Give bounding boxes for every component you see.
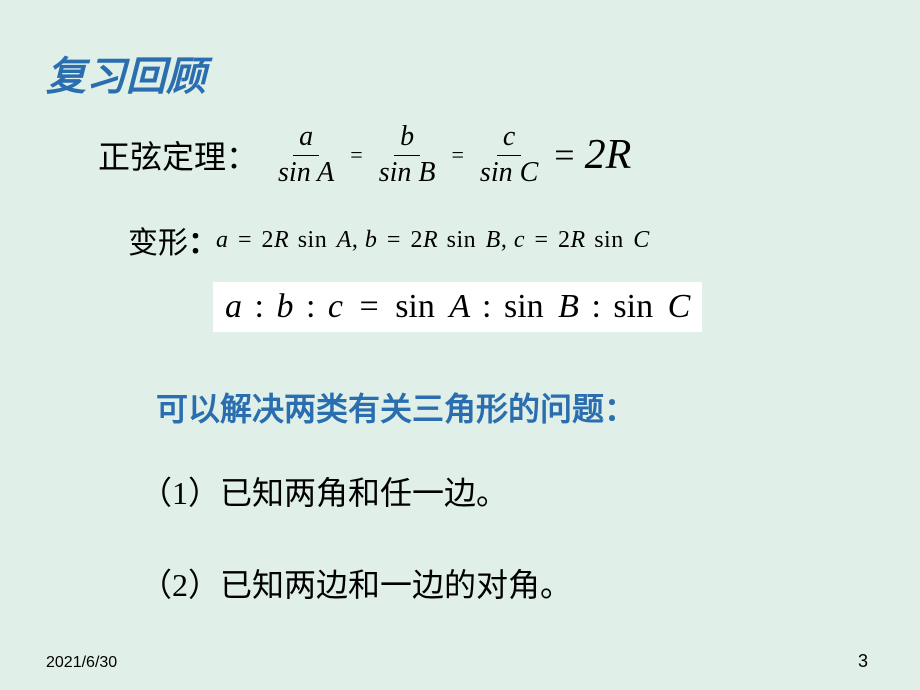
comma2: , bbox=[501, 227, 508, 253]
var-2b: 2 bbox=[410, 227, 423, 253]
ratio-a: a bbox=[225, 288, 242, 325]
variant-row: 变形 ： a = 2R sin A, b = 2R sin B, c = 2R … bbox=[128, 218, 650, 262]
point-2: （2）已知两边和一边的对角。 bbox=[140, 560, 572, 606]
var-2a: 2 bbox=[262, 227, 275, 253]
var-Rc: R bbox=[571, 227, 586, 253]
fraction-c: c sin C bbox=[474, 122, 544, 189]
var-b: b bbox=[365, 227, 378, 253]
var-C: C bbox=[633, 227, 650, 253]
two-r: 2R bbox=[585, 131, 632, 179]
ratio-col3: : bbox=[482, 288, 491, 325]
ratio-col1: : bbox=[255, 288, 264, 325]
var-Ra: R bbox=[274, 227, 289, 253]
var-B: B bbox=[486, 227, 501, 253]
point-1: （1）已知两角和任一边。 bbox=[140, 468, 508, 514]
var-2c: 2 bbox=[558, 227, 571, 253]
ratio-eq: = bbox=[360, 288, 379, 325]
var-sinb: sin bbox=[447, 227, 477, 253]
ratio-A: A bbox=[449, 288, 469, 325]
equals-2: = bbox=[452, 142, 464, 168]
variant-colon: ： bbox=[188, 218, 218, 262]
var-sina: sin bbox=[298, 227, 328, 253]
ratio-B: B bbox=[558, 288, 579, 325]
footer-date: 2021/6/30 bbox=[46, 654, 117, 672]
frac-a-den: sin A bbox=[272, 156, 340, 189]
equals-1: = bbox=[350, 142, 362, 168]
frac-c-num: c bbox=[497, 122, 521, 156]
theorem-row: 正弦定理： a sin A = b sin B = c sin C = 2R bbox=[98, 122, 631, 189]
var-a: a bbox=[216, 227, 229, 253]
ratio-c: c bbox=[328, 288, 343, 325]
variant-label: 变形 bbox=[128, 218, 188, 262]
frac-b-num: b bbox=[394, 122, 420, 156]
ratio-C: C bbox=[668, 288, 691, 325]
law-of-sines-formula: a sin A = b sin B = c sin C = 2R bbox=[268, 122, 631, 189]
fraction-b: b sin B bbox=[373, 122, 442, 189]
var-Rb: R bbox=[423, 227, 438, 253]
frac-c-den: sin C bbox=[474, 156, 544, 189]
equals-3: = bbox=[554, 134, 574, 176]
var-A: A bbox=[337, 227, 352, 253]
ratio-formula-box: a : b : c = sin A : sin B : sin C bbox=[213, 282, 702, 332]
ratio-col2: : bbox=[306, 288, 315, 325]
ratio-sinC-k: sin bbox=[613, 288, 653, 325]
page-number: 3 bbox=[858, 651, 868, 672]
comma1: , bbox=[352, 227, 359, 253]
var-eq2: = bbox=[387, 227, 401, 253]
frac-b-den: sin B bbox=[373, 156, 442, 189]
var-eq1: = bbox=[238, 227, 252, 253]
variant-formula: a = 2R sin A, b = 2R sin B, c = 2R sin C bbox=[216, 227, 650, 254]
ratio-sinB-k: sin bbox=[504, 288, 544, 325]
var-c: c bbox=[514, 227, 525, 253]
ratio-sinA-k: sin bbox=[395, 288, 435, 325]
var-eq3: = bbox=[534, 227, 548, 253]
fraction-a: a sin A bbox=[272, 122, 340, 189]
frac-a-num: a bbox=[293, 122, 319, 156]
var-sinc: sin bbox=[594, 227, 624, 253]
slide-title: 复习回顾 bbox=[46, 44, 206, 102]
theorem-label: 正弦定理： bbox=[98, 132, 258, 178]
sub-heading: 可以解决两类有关三角形的问题： bbox=[156, 384, 636, 430]
ratio-b: b bbox=[276, 288, 293, 325]
ratio-col4: : bbox=[591, 288, 600, 325]
